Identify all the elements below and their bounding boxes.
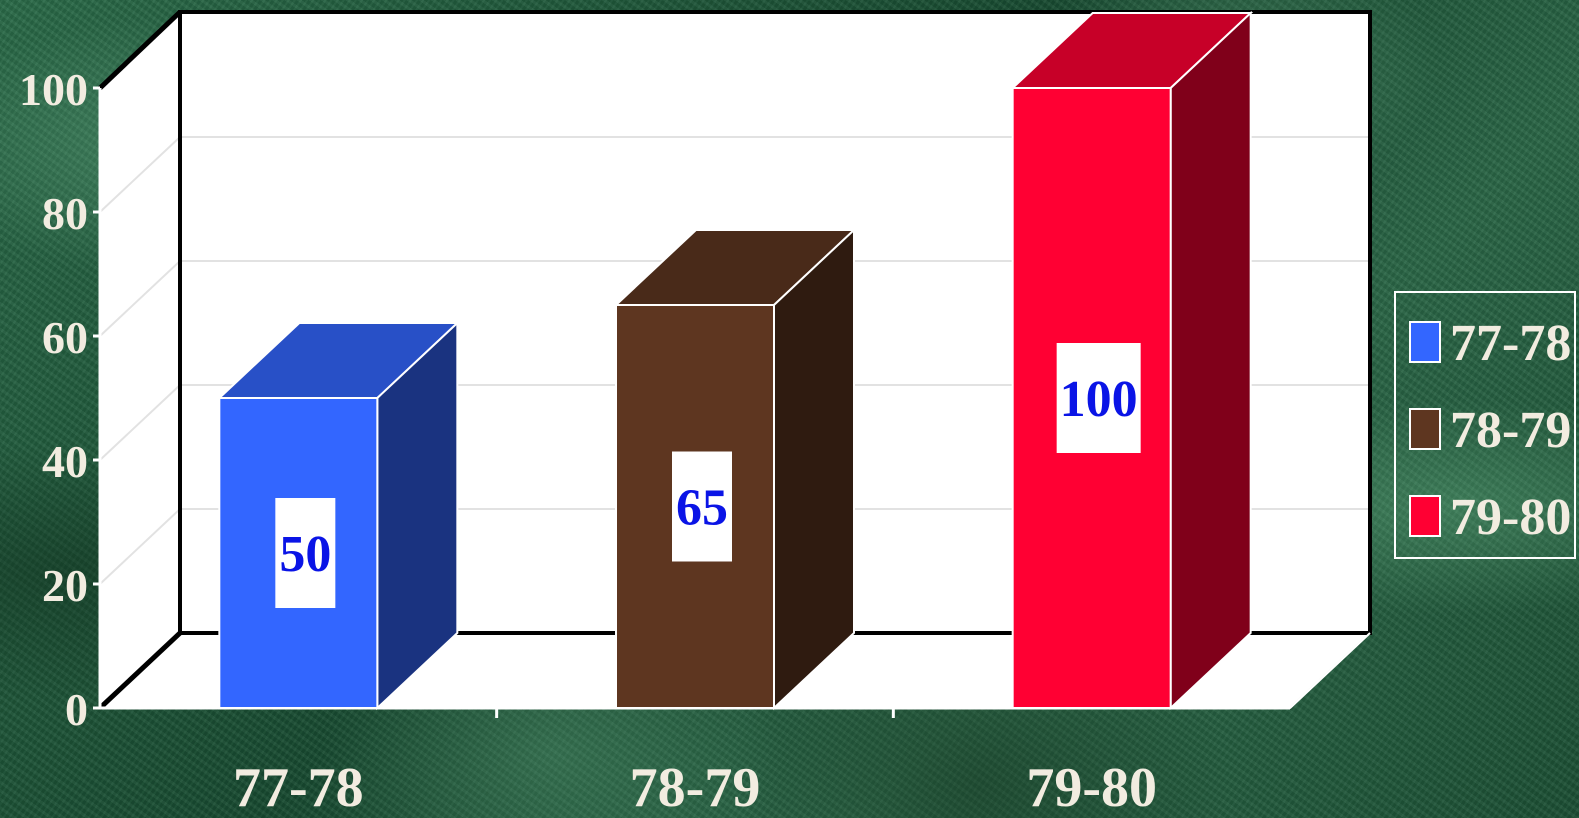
- side-wall: [100, 12, 180, 708]
- gridline-side: [99, 260, 181, 337]
- y-tick-label: 40: [42, 436, 88, 487]
- data-label-box: [672, 451, 732, 562]
- y-tick-label: 20: [42, 560, 88, 611]
- legend-swatch: [1409, 495, 1441, 537]
- data-label-box: [1056, 343, 1141, 453]
- bar-side: [1169, 10, 1252, 711]
- legend-item: 78-79: [1409, 402, 1571, 459]
- floor-edge: [98, 631, 182, 710]
- legend-label: 79-80: [1450, 489, 1571, 546]
- y-tick-label: 0: [65, 684, 88, 735]
- gridline-side: [99, 384, 181, 461]
- top-edge: [98, 10, 182, 90]
- y-axis-ticks: 0 20 40 60 80 100: [19, 64, 895, 735]
- y-tick-label: 60: [42, 312, 88, 363]
- x-axis-categories: 77-78 78-79 79-80: [233, 757, 1157, 818]
- bar-78-79: [613, 227, 857, 711]
- y-tick-label: 100: [19, 64, 88, 115]
- data-label-box: [275, 498, 336, 608]
- data-label: 65: [676, 480, 728, 537]
- x-category-label: 79-80: [1026, 757, 1157, 818]
- legend-swatch: [1409, 408, 1441, 450]
- gridline-side: [99, 136, 181, 213]
- y-tick-label: 80: [42, 188, 88, 239]
- x-category-label: 78-79: [630, 757, 761, 818]
- data-label: 100: [1060, 371, 1138, 428]
- data-labels: 50 65 100: [275, 343, 1141, 608]
- legend-box: [1394, 291, 1576, 559]
- floor-right-edge: [1289, 632, 1371, 709]
- legend-label: 78-79: [1450, 402, 1571, 459]
- x-category-label: 77-78: [233, 757, 364, 818]
- bar-77-78: [216, 320, 460, 711]
- bar-side: [773, 227, 855, 711]
- legend-swatch: [1409, 321, 1441, 363]
- data-label: 50: [279, 526, 331, 583]
- legend: 77-78 78-79 79-80: [1394, 291, 1576, 559]
- gridline-side: [99, 508, 181, 585]
- legend-label: 77-78: [1450, 315, 1571, 372]
- legend-item: 77-78: [1409, 315, 1571, 372]
- legend-item: 79-80: [1409, 489, 1571, 546]
